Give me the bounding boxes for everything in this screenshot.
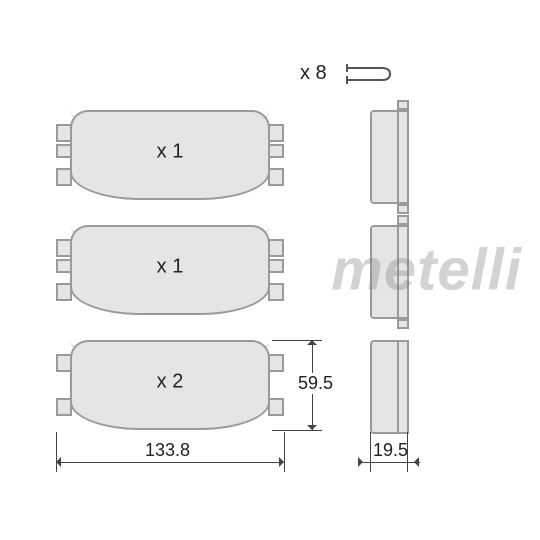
- arrow-icon: [409, 457, 419, 467]
- brake-pad-front-2: x 1: [70, 225, 270, 315]
- pad2-qty-label: x 1: [72, 255, 268, 278]
- dim-line-width: [56, 462, 284, 463]
- arrow-icon: [307, 425, 317, 435]
- clip-icon: [342, 58, 402, 86]
- arrow-icon: [279, 457, 289, 467]
- arrow-icon: [51, 457, 61, 467]
- brake-pad-front-3: x 2: [70, 340, 270, 430]
- clip-count-label: x 8: [300, 62, 327, 85]
- brake-pad-front-1: x 1: [70, 110, 270, 200]
- pad3-qty-label: x 2: [72, 370, 268, 393]
- dim-height-value: 59.5: [296, 373, 335, 394]
- brake-pad-side-2: [370, 225, 409, 319]
- dim-extline: [370, 432, 371, 472]
- brake-pad-side-1: [370, 110, 409, 204]
- arrow-icon: [307, 335, 317, 345]
- dim-thickness-value: 19.5: [373, 440, 408, 461]
- brand-watermark: metelli: [331, 237, 522, 304]
- brake-pad-side-3: [370, 340, 409, 434]
- dim-width-value: 133.8: [145, 440, 190, 461]
- pad1-qty-label: x 1: [72, 140, 268, 163]
- arrow-icon: [358, 457, 368, 467]
